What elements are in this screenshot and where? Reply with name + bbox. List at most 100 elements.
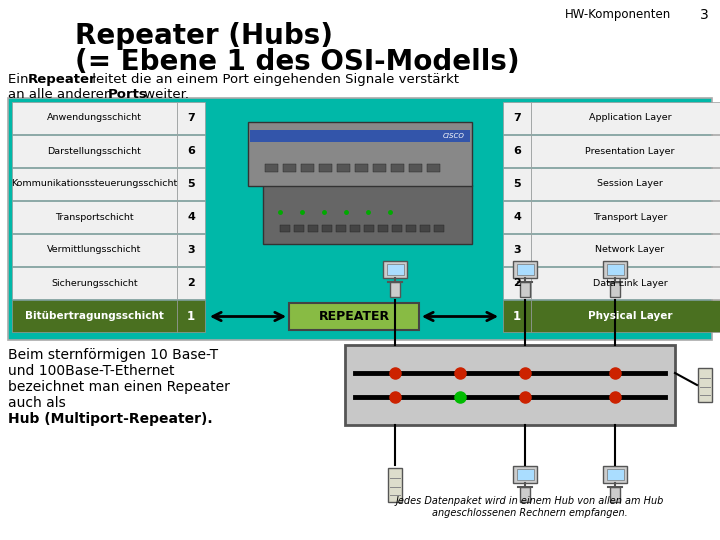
Text: 1: 1	[513, 309, 521, 322]
FancyBboxPatch shape	[531, 234, 720, 266]
FancyBboxPatch shape	[434, 225, 444, 232]
FancyBboxPatch shape	[503, 135, 531, 167]
FancyBboxPatch shape	[531, 300, 720, 332]
FancyBboxPatch shape	[531, 267, 720, 299]
Text: 4: 4	[513, 212, 521, 222]
Text: (= Ebene 1 des OSI-Modells): (= Ebene 1 des OSI-Modells)	[75, 48, 520, 76]
FancyBboxPatch shape	[308, 225, 318, 232]
FancyBboxPatch shape	[263, 185, 472, 244]
FancyBboxPatch shape	[520, 487, 530, 502]
FancyBboxPatch shape	[355, 164, 368, 172]
Text: 2: 2	[513, 278, 521, 288]
Text: 3: 3	[187, 245, 195, 255]
FancyBboxPatch shape	[503, 300, 531, 332]
Text: Physical Layer: Physical Layer	[588, 311, 672, 321]
Text: Hub (Multiport-Repeater).: Hub (Multiport-Repeater).	[8, 412, 212, 426]
FancyBboxPatch shape	[12, 234, 177, 266]
Text: 4: 4	[187, 212, 195, 222]
FancyBboxPatch shape	[12, 300, 177, 332]
Text: Kommunikationssteuerungsschicht: Kommunikationssteuerungsschicht	[12, 179, 178, 188]
FancyBboxPatch shape	[301, 164, 314, 172]
FancyBboxPatch shape	[420, 225, 430, 232]
FancyBboxPatch shape	[265, 164, 278, 172]
Text: Beim sternförmigen 10 Base-T: Beim sternförmigen 10 Base-T	[8, 348, 218, 362]
Text: 3: 3	[513, 245, 521, 255]
Text: HW-Komponenten: HW-Komponenten	[565, 8, 671, 21]
FancyBboxPatch shape	[390, 282, 400, 297]
Text: an alle anderen: an alle anderen	[8, 88, 117, 101]
Text: Anwendungsschicht: Anwendungsschicht	[47, 113, 142, 123]
Text: Jedes Datenpaket wird in einem Hub von allen am Hub
angeschlossenen Rechnern emp: Jedes Datenpaket wird in einem Hub von a…	[396, 496, 664, 518]
Text: 2: 2	[187, 278, 195, 288]
FancyBboxPatch shape	[503, 168, 531, 200]
Text: Transportschicht: Transportschicht	[55, 213, 134, 221]
FancyBboxPatch shape	[177, 135, 205, 167]
Text: Presentation Layer: Presentation Layer	[585, 146, 675, 156]
FancyBboxPatch shape	[250, 130, 470, 142]
FancyBboxPatch shape	[177, 168, 205, 200]
FancyBboxPatch shape	[177, 102, 205, 134]
FancyBboxPatch shape	[378, 225, 388, 232]
FancyBboxPatch shape	[12, 102, 177, 134]
FancyBboxPatch shape	[698, 368, 712, 402]
Text: 3: 3	[700, 8, 708, 22]
FancyBboxPatch shape	[283, 164, 296, 172]
Text: Ein: Ein	[8, 73, 32, 86]
FancyBboxPatch shape	[513, 467, 537, 483]
Text: 7: 7	[513, 113, 521, 123]
FancyBboxPatch shape	[364, 225, 374, 232]
FancyBboxPatch shape	[12, 267, 177, 299]
Text: und 100Base-T-Ethernet: und 100Base-T-Ethernet	[8, 364, 174, 378]
Text: bezeichnet man einen Repeater: bezeichnet man einen Repeater	[8, 380, 230, 394]
Text: 1: 1	[187, 309, 195, 322]
Text: 6: 6	[513, 146, 521, 156]
FancyBboxPatch shape	[427, 164, 440, 172]
FancyBboxPatch shape	[177, 267, 205, 299]
FancyBboxPatch shape	[337, 164, 350, 172]
FancyBboxPatch shape	[177, 300, 205, 332]
Text: weiter.: weiter.	[140, 88, 189, 101]
FancyBboxPatch shape	[388, 468, 402, 502]
FancyBboxPatch shape	[603, 467, 627, 483]
FancyBboxPatch shape	[294, 225, 304, 232]
FancyBboxPatch shape	[531, 168, 720, 200]
FancyBboxPatch shape	[606, 264, 624, 275]
FancyBboxPatch shape	[603, 261, 627, 278]
FancyBboxPatch shape	[350, 225, 360, 232]
FancyBboxPatch shape	[12, 168, 177, 200]
FancyBboxPatch shape	[392, 225, 402, 232]
FancyBboxPatch shape	[606, 469, 624, 480]
FancyBboxPatch shape	[610, 487, 620, 502]
FancyBboxPatch shape	[531, 135, 720, 167]
Text: Network Layer: Network Layer	[595, 246, 665, 254]
FancyBboxPatch shape	[387, 264, 403, 275]
Text: Repeater (Hubs): Repeater (Hubs)	[75, 22, 333, 50]
Text: leitet die an einem Port eingehenden Signale verstärkt: leitet die an einem Port eingehenden Sig…	[88, 73, 459, 86]
Text: 7: 7	[187, 113, 195, 123]
Text: CISCO: CISCO	[443, 133, 465, 139]
FancyBboxPatch shape	[319, 164, 332, 172]
FancyBboxPatch shape	[503, 234, 531, 266]
FancyBboxPatch shape	[177, 234, 205, 266]
FancyBboxPatch shape	[531, 102, 720, 134]
FancyBboxPatch shape	[383, 261, 407, 278]
FancyBboxPatch shape	[516, 469, 534, 480]
FancyBboxPatch shape	[406, 225, 416, 232]
FancyBboxPatch shape	[12, 201, 177, 233]
FancyBboxPatch shape	[373, 164, 386, 172]
FancyBboxPatch shape	[513, 261, 537, 278]
FancyBboxPatch shape	[391, 164, 404, 172]
Text: Data Link Layer: Data Link Layer	[593, 279, 667, 287]
FancyBboxPatch shape	[531, 201, 720, 233]
FancyBboxPatch shape	[503, 102, 531, 134]
FancyBboxPatch shape	[248, 122, 472, 186]
FancyBboxPatch shape	[322, 225, 332, 232]
FancyBboxPatch shape	[520, 282, 530, 297]
FancyBboxPatch shape	[280, 225, 290, 232]
Text: 5: 5	[187, 179, 195, 189]
FancyBboxPatch shape	[345, 345, 675, 425]
Text: Transport Layer: Transport Layer	[593, 213, 667, 221]
FancyBboxPatch shape	[8, 98, 712, 340]
FancyBboxPatch shape	[516, 264, 534, 275]
Text: 5: 5	[513, 179, 521, 189]
